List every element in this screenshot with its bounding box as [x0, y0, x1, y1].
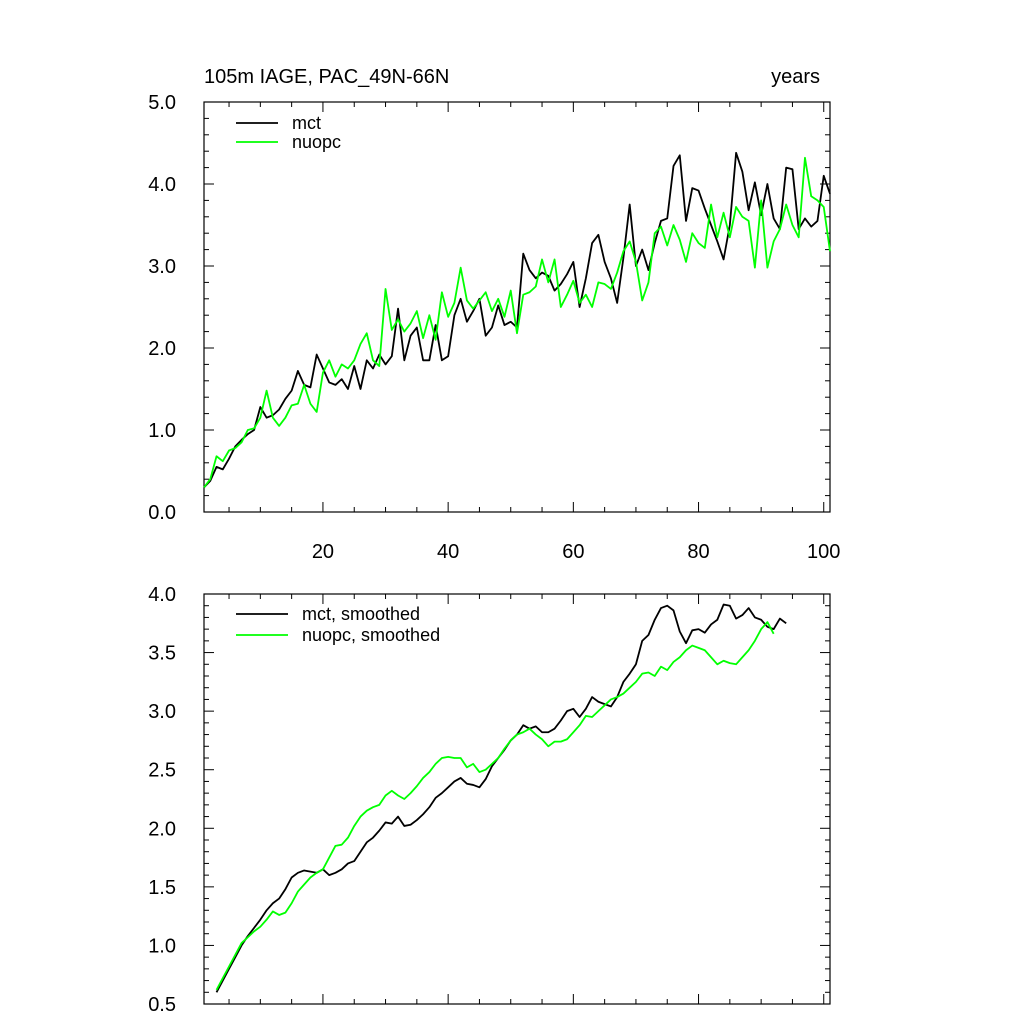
top-legend-label: nuopc	[292, 132, 341, 152]
top-plot-frame	[203, 101, 831, 513]
top-x-tick-label: 40	[437, 541, 459, 563]
bottom-legend-label: mct, smoothed	[302, 604, 420, 624]
bottom-y-tick-label: 3.5	[148, 643, 176, 665]
top-series-line-mct	[203, 151, 831, 489]
top-chart-title: 105m IAGE, PAC_49N-66N	[204, 66, 449, 88]
bottom-y-tick-label: 2.0	[148, 818, 176, 840]
bottom-y-tick-label: 4.0	[148, 584, 176, 606]
bottom-plot-frame	[203, 593, 831, 1005]
bottom-y-tick-label: 0.5	[148, 994, 176, 1016]
top-y-tick-label: 2.0	[148, 338, 176, 360]
top-x-tick-label: 100	[807, 541, 840, 563]
bottom-chart-plot: 0.5 1.0 1.5 2.0 2.5 3.0 3.5 4.0 mct, smoothednuo…	[148, 584, 831, 1016]
top-x-tick-label: 20	[312, 541, 334, 563]
bottom-y-tick-label: 1.5	[148, 877, 176, 899]
top-y-tick-label: 3.0	[148, 256, 176, 278]
top-chart-x-unit-label: years	[771, 66, 820, 88]
top-x-tick-label: 80	[687, 541, 709, 563]
bottom-series-line-nuopc	[215, 621, 775, 991]
bottom-y-tick-label: 3.0	[148, 701, 176, 723]
top-legend-label: mct	[292, 113, 321, 133]
bottom-y-tick-label: 1.0	[148, 935, 176, 957]
top-y-tick-label: 0.0	[148, 502, 176, 524]
top-x-tick-label: 60	[562, 541, 584, 563]
bottom-legend-label: nuopc, smoothed	[302, 625, 440, 645]
bottom-series-line-mct	[215, 603, 787, 993]
top-y-tick-label: 4.0	[148, 174, 176, 196]
top-series-line-nuopc	[203, 156, 831, 488]
top-y-tick-label: 5.0	[148, 92, 176, 114]
top-y-tick-label: 1.0	[148, 420, 176, 442]
bottom-y-tick-label: 2.5	[148, 760, 176, 782]
